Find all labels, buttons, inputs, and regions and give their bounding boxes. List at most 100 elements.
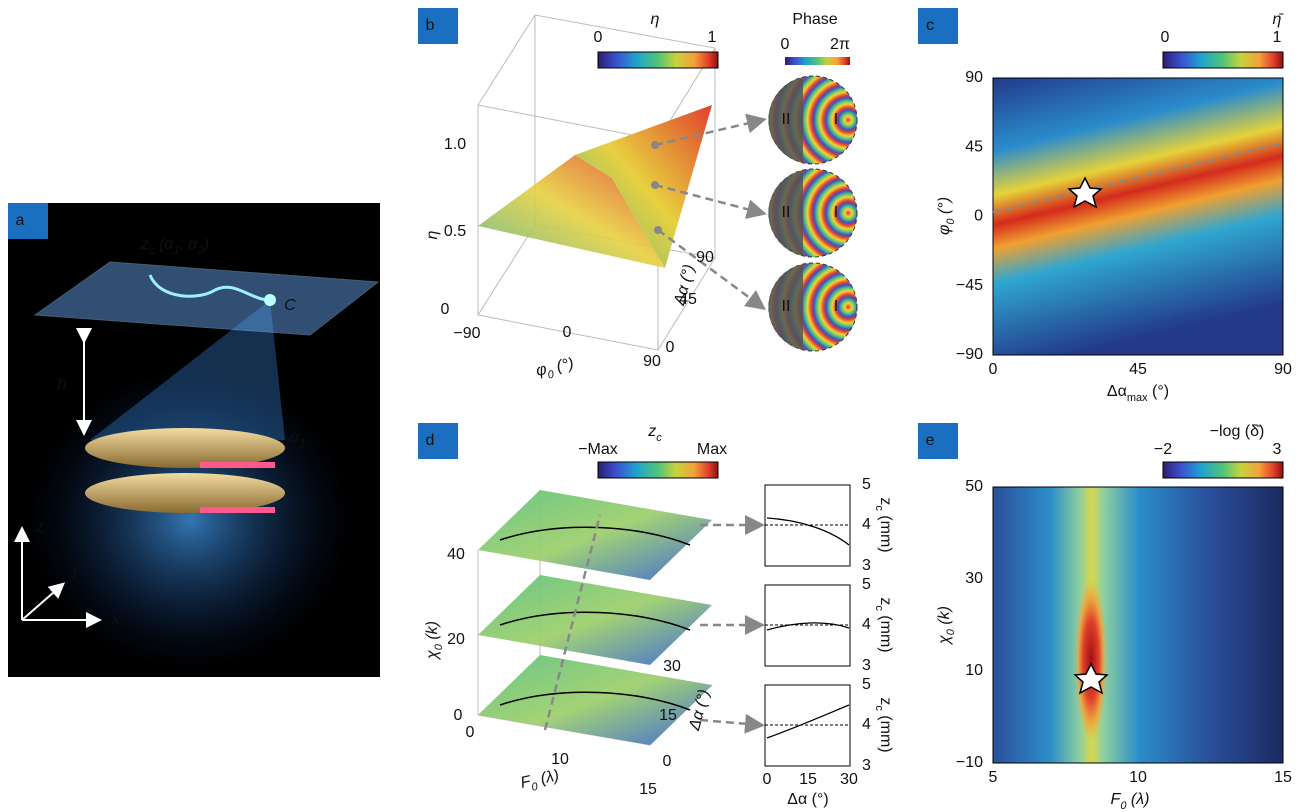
label-part: z	[877, 697, 894, 705]
panel-badge	[418, 8, 458, 44]
label: 0	[1161, 29, 1170, 46]
label-part: (°)	[1148, 383, 1170, 400]
label: Phase	[792, 11, 837, 28]
label: 0	[663, 753, 672, 770]
label: 3	[862, 657, 871, 674]
panel-label: d	[426, 432, 435, 449]
label: 0	[466, 724, 475, 741]
label: 3	[1273, 441, 1282, 458]
label: y	[71, 561, 81, 578]
label: −log (δ̄)	[1210, 423, 1265, 440]
label-part: z	[877, 497, 894, 505]
label-part: )	[202, 236, 209, 253]
panel-label: e	[926, 432, 935, 449]
panel-label: a	[16, 212, 25, 229]
label: 20	[447, 631, 465, 648]
panel-label: c	[926, 17, 934, 34]
label-part: max	[1127, 392, 1148, 404]
label: 50	[965, 478, 983, 495]
label: 30	[965, 570, 983, 587]
label: 15	[639, 781, 657, 798]
label: 45	[1129, 361, 1147, 378]
label-part: (°)	[936, 197, 953, 219]
label: −90	[453, 325, 480, 342]
label: 4	[862, 716, 871, 733]
label-part: 2	[197, 245, 204, 257]
label: I	[834, 204, 838, 221]
label: φ0 (°)	[535, 355, 577, 383]
label: 0	[781, 36, 790, 53]
label-part: χ	[936, 635, 953, 646]
label: 3	[862, 757, 871, 774]
label: 15	[799, 771, 817, 788]
label: I	[834, 298, 838, 315]
label: zc (mm)	[873, 497, 894, 552]
colorbar	[598, 462, 718, 478]
label: h	[58, 376, 67, 393]
label: 5	[989, 769, 998, 786]
label: 90	[1274, 361, 1292, 378]
label: 30	[663, 658, 681, 675]
label: 4	[862, 516, 871, 533]
label: η	[424, 230, 441, 239]
label: 0.5	[444, 223, 466, 240]
label: 4	[862, 616, 871, 633]
heatmap	[993, 78, 1283, 355]
label: −45	[956, 277, 983, 294]
label: Δα (°)	[787, 791, 828, 808]
label: II	[782, 204, 791, 221]
label: I	[834, 111, 838, 128]
label-part: (mm)	[877, 511, 894, 553]
label: η	[651, 11, 660, 28]
colorbar	[598, 52, 718, 68]
label-part: (k)	[424, 621, 441, 644]
label: zc	[647, 423, 662, 444]
label-part: 2	[298, 520, 305, 532]
label: F0 (λ)	[519, 767, 561, 795]
heatmap	[993, 487, 1283, 763]
panel-badge	[918, 8, 958, 44]
point-c	[264, 294, 276, 306]
label-part: (λ)	[535, 767, 561, 788]
label: Max	[697, 441, 727, 458]
label: 1	[708, 29, 717, 46]
label: 0	[763, 771, 772, 788]
label: χ0 (k)	[424, 621, 445, 661]
label: zc (mm)	[873, 697, 894, 752]
label: II	[782, 298, 791, 315]
label: 0	[989, 361, 998, 378]
label: 30	[840, 771, 858, 788]
label: z	[35, 519, 44, 536]
label-part: (λ)	[1126, 791, 1149, 808]
label: 0	[594, 29, 603, 46]
label: F0 (λ)	[1111, 791, 1150, 812]
label-part: Δα	[1107, 383, 1127, 400]
label: 3	[862, 557, 871, 574]
label: 10	[551, 751, 569, 768]
label-part: (α	[155, 236, 175, 253]
label: −90	[956, 346, 983, 363]
label: II	[782, 111, 791, 128]
label: Δαmax (°)	[1107, 383, 1169, 404]
label: 10	[965, 662, 983, 679]
label: x	[111, 611, 121, 628]
label: −Max	[578, 441, 618, 458]
label: 45	[965, 138, 983, 155]
label-part: 1	[299, 438, 305, 450]
panel-badge	[8, 203, 48, 239]
label-part: (mm)	[877, 711, 894, 753]
label-part: , α	[180, 236, 199, 253]
label: 90	[696, 249, 714, 266]
label: 5	[862, 676, 871, 693]
figure: azc (α1, α2)Chα1α2zyxbη01Phase02π00.51.0…	[0, 0, 1305, 812]
label: 5	[862, 476, 871, 493]
label: 2π	[830, 36, 850, 53]
hotspot	[1075, 580, 1107, 740]
label: 10	[1129, 769, 1147, 786]
label-part: z	[647, 423, 656, 440]
label: 0	[441, 301, 450, 318]
label-part: (k)	[936, 606, 953, 629]
label: φ0 (°)	[936, 197, 957, 235]
label-part: z	[877, 597, 894, 605]
label: C	[284, 297, 296, 314]
